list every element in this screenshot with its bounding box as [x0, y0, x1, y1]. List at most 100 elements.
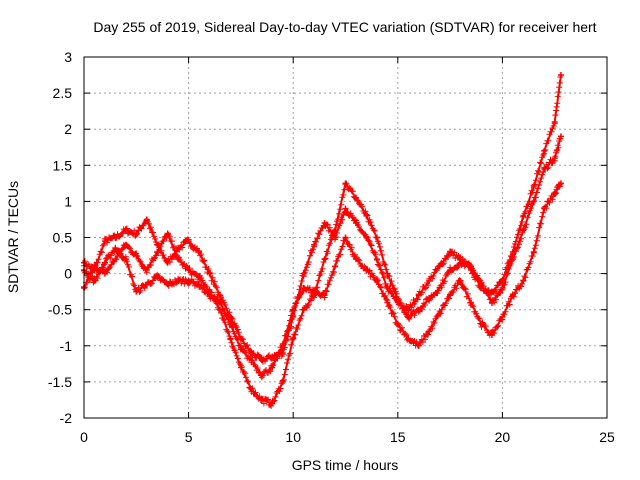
x-tick-label: 15 [390, 429, 406, 445]
data-point [258, 396, 265, 403]
data-point [426, 328, 433, 335]
data-point [363, 266, 370, 273]
data-point [499, 285, 506, 292]
data-point [509, 292, 516, 299]
data-point [499, 313, 506, 320]
data-point [551, 191, 558, 198]
data-point [321, 292, 328, 299]
data-point [415, 342, 422, 349]
data-point [436, 310, 443, 317]
data-point [196, 281, 203, 288]
data-point [415, 292, 422, 299]
data-point [290, 306, 297, 313]
data-point [342, 180, 349, 187]
data-point [541, 165, 548, 172]
data-point [164, 281, 171, 288]
data-point [237, 364, 244, 371]
data-point [279, 342, 286, 349]
y-tick-label: -1 [60, 338, 73, 354]
data-point [185, 266, 192, 273]
data-point [530, 183, 537, 190]
data-point [206, 292, 213, 299]
data-point [468, 263, 475, 270]
y-tick-label: 1 [64, 193, 72, 209]
series-line [83, 74, 562, 362]
data-point [541, 147, 548, 154]
x-tick-label: 0 [80, 429, 88, 445]
y-tick-label: 1.5 [53, 157, 73, 173]
data-point [352, 194, 359, 201]
data-point [143, 281, 150, 288]
data-point [457, 259, 464, 266]
y-tick-label: -2 [60, 410, 73, 426]
data-point [175, 245, 182, 252]
data-point [321, 220, 328, 227]
data-point [101, 259, 108, 266]
series-trace-1 [81, 72, 564, 365]
data-point [332, 227, 339, 234]
y-tick-label: -1.5 [48, 374, 72, 390]
data-point [447, 292, 454, 299]
data-point [405, 313, 412, 320]
data-point [405, 306, 412, 313]
data-point [122, 241, 129, 248]
x-axis-label: GPS time / hours [292, 457, 399, 473]
data-point [520, 227, 527, 234]
data-point [248, 350, 255, 357]
data-point [436, 263, 443, 270]
data-point [478, 321, 485, 328]
data-point [164, 230, 171, 237]
data-point [436, 285, 443, 292]
data-point [321, 256, 328, 263]
data-point [384, 299, 391, 306]
data-point [196, 248, 203, 255]
data-point [352, 256, 359, 263]
data-point [258, 357, 265, 364]
data-point [541, 205, 548, 212]
data-point [530, 198, 537, 205]
axis-ticks: 0 5 10 15 20 25 -2 -1.5 -1 -0.5 0 0.5 1 1.5 2 2.5 3 [48, 49, 615, 445]
data-point [557, 133, 564, 140]
data-point [248, 386, 255, 393]
y-tick-label: 0.5 [53, 230, 73, 246]
x-tick-label: 20 [495, 429, 511, 445]
y-tick-label: 3 [64, 49, 72, 65]
data-point [269, 364, 276, 371]
data-point [143, 216, 150, 223]
data-point [384, 285, 391, 292]
data-point [269, 400, 276, 407]
data-point [332, 263, 339, 270]
data-point [122, 256, 129, 263]
data-point [363, 234, 370, 241]
data-point [122, 227, 129, 234]
series-trace-3 [81, 180, 564, 381]
data-point [112, 234, 119, 241]
data-point [342, 205, 349, 212]
y-axis-label: SDTVAR / TECUs [5, 181, 21, 293]
data-point [143, 266, 150, 273]
data-point [373, 277, 380, 284]
x-tick-label: 10 [285, 429, 301, 445]
data-point [237, 346, 244, 353]
data-point [426, 295, 433, 302]
series-trace-2 [81, 133, 564, 409]
data-point [488, 299, 495, 306]
data-point [300, 285, 307, 292]
data-point [405, 335, 412, 342]
y-tick-label: 2 [64, 121, 72, 137]
x-tick-label: 25 [599, 429, 615, 445]
data-point [551, 118, 558, 125]
data-point [133, 252, 140, 259]
data-point [258, 371, 265, 378]
data-point [175, 277, 182, 284]
data-point [227, 321, 234, 328]
data-point [557, 180, 564, 187]
data-point [300, 270, 307, 277]
data-point [415, 306, 422, 313]
data-point [447, 248, 454, 255]
data-point [557, 72, 564, 79]
data-point [342, 234, 349, 241]
data-point [530, 248, 537, 255]
data-point [373, 256, 380, 263]
